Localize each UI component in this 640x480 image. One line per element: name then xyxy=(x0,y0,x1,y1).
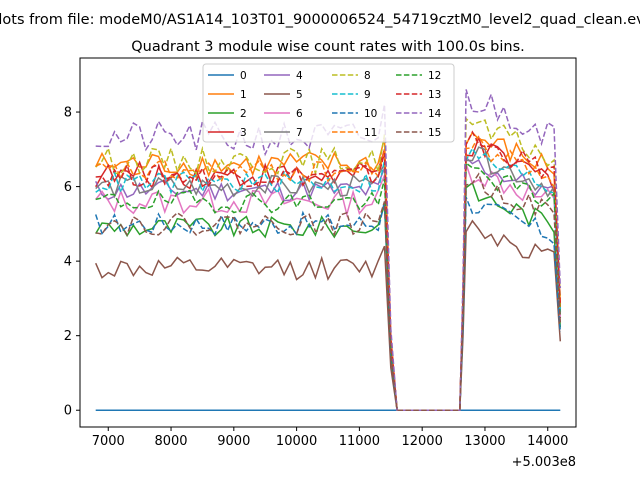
y-tick-label-2: 2 xyxy=(64,329,72,344)
series-line-10 xyxy=(94,196,562,411)
x-axis: 7000 8000 9000 10000 11000 12000 13000 14000 xyxy=(92,427,568,449)
chart-title: Quadrant 3 module wise count rates with … xyxy=(131,39,525,55)
legend-label-15: 15 xyxy=(428,127,441,139)
plot-area-frame xyxy=(79,57,577,428)
legend-label-8: 8 xyxy=(364,70,371,82)
series-line-14 xyxy=(95,89,562,411)
legend-label-9: 9 xyxy=(364,89,371,101)
x-tick-label-8000: 8000 xyxy=(154,434,187,449)
legend-label-10: 10 xyxy=(364,108,377,120)
series-line-4 xyxy=(95,155,562,411)
series-line-15 xyxy=(95,172,562,411)
x-tick-label-10000: 10000 xyxy=(276,434,317,449)
series-line-8 xyxy=(95,117,562,411)
legend-label-7: 7 xyxy=(296,127,303,139)
series-line-12 xyxy=(95,161,562,411)
legend-label-5: 5 xyxy=(296,89,303,101)
legend-label-3: 3 xyxy=(240,127,247,139)
legend-label-13: 13 xyxy=(428,89,441,101)
figure-suptitle: Plots from file: modeM0/AS1A14_103T01_90… xyxy=(0,12,640,28)
legend-box xyxy=(202,63,455,143)
x-tick-label-9000: 9000 xyxy=(217,434,250,449)
legend-label-1: 1 xyxy=(240,89,247,101)
y-axis: 0 2 4 6 8 xyxy=(64,106,80,419)
series-layer xyxy=(94,89,562,411)
y-tick-label-0: 0 xyxy=(64,404,72,419)
legend-label-14: 14 xyxy=(428,108,442,120)
legend-label-12: 12 xyxy=(428,70,441,82)
series-line-11 xyxy=(95,134,562,411)
y-tick-label-4: 4 xyxy=(64,255,72,270)
x-tick-label-14000: 14000 xyxy=(527,434,568,449)
x-tick-label-13000: 13000 xyxy=(464,434,505,449)
legend-label-2: 2 xyxy=(240,108,247,120)
series-line-1 xyxy=(95,131,562,411)
y-tick-label-8: 8 xyxy=(64,106,72,121)
x-tick-label-12000: 12000 xyxy=(401,434,442,449)
y-tick-label-6: 6 xyxy=(64,180,72,195)
x-tick-label-7000: 7000 xyxy=(92,434,125,449)
series-line-5 xyxy=(95,219,562,411)
legend-label-6: 6 xyxy=(296,108,303,120)
legend-label-0: 0 xyxy=(240,70,247,82)
x-tick-label-11000: 11000 xyxy=(339,434,380,449)
x-axis-offset-label: +5.003e8 xyxy=(512,455,576,470)
series-line-13 xyxy=(95,130,562,411)
legend-label-4: 4 xyxy=(296,70,303,82)
legend-label-11: 11 xyxy=(364,127,377,139)
